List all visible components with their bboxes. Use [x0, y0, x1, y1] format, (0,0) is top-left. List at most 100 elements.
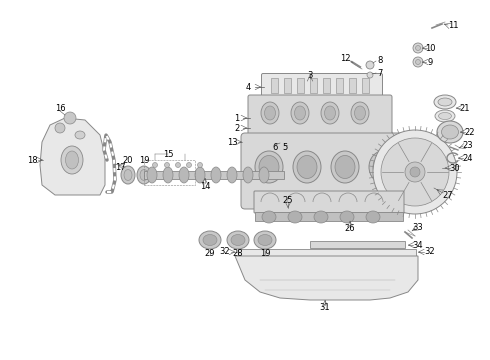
Text: 10: 10 — [425, 44, 435, 53]
Circle shape — [413, 57, 423, 67]
Text: 15: 15 — [163, 149, 173, 158]
Polygon shape — [40, 118, 105, 195]
FancyBboxPatch shape — [262, 73, 383, 98]
Ellipse shape — [203, 234, 217, 246]
Circle shape — [416, 59, 420, 64]
Text: 7: 7 — [377, 68, 383, 77]
Ellipse shape — [231, 234, 245, 246]
Text: 13: 13 — [227, 138, 237, 147]
Ellipse shape — [351, 102, 369, 124]
Ellipse shape — [314, 211, 328, 223]
Text: 2: 2 — [234, 123, 240, 132]
Bar — [271, 78, 278, 93]
Bar — [310, 78, 317, 93]
Ellipse shape — [259, 156, 279, 179]
Ellipse shape — [179, 167, 189, 183]
Ellipse shape — [437, 121, 463, 143]
Text: 1: 1 — [234, 113, 240, 122]
Circle shape — [152, 162, 157, 167]
Ellipse shape — [61, 146, 83, 174]
Ellipse shape — [366, 211, 380, 223]
Ellipse shape — [441, 125, 459, 139]
Text: 9: 9 — [427, 58, 433, 67]
Ellipse shape — [291, 102, 309, 124]
Polygon shape — [235, 256, 418, 300]
Ellipse shape — [258, 234, 272, 246]
Ellipse shape — [297, 156, 317, 179]
Text: 20: 20 — [123, 156, 133, 165]
Text: 34: 34 — [413, 240, 423, 249]
FancyBboxPatch shape — [248, 95, 392, 137]
Text: 31: 31 — [319, 303, 330, 312]
Circle shape — [292, 139, 298, 145]
Text: 19: 19 — [260, 249, 270, 258]
Bar — [144, 160, 195, 185]
Circle shape — [187, 162, 192, 167]
Text: 21: 21 — [460, 104, 470, 112]
Bar — [336, 78, 343, 93]
Ellipse shape — [255, 151, 283, 183]
Ellipse shape — [294, 106, 305, 120]
Circle shape — [197, 162, 202, 167]
Circle shape — [410, 167, 420, 177]
Ellipse shape — [163, 167, 173, 183]
Text: 17: 17 — [115, 162, 125, 171]
Ellipse shape — [438, 98, 452, 106]
Text: 6: 6 — [272, 143, 278, 152]
Circle shape — [367, 72, 373, 78]
Text: 18: 18 — [26, 156, 37, 165]
Circle shape — [366, 61, 374, 69]
Text: 32: 32 — [425, 248, 435, 256]
Bar — [349, 78, 356, 93]
Circle shape — [242, 139, 248, 145]
Ellipse shape — [140, 170, 148, 180]
Ellipse shape — [434, 95, 456, 109]
Circle shape — [165, 162, 170, 167]
Ellipse shape — [261, 102, 279, 124]
Text: 30: 30 — [450, 163, 460, 172]
Text: 24: 24 — [463, 153, 473, 162]
Bar — [238, 249, 416, 256]
Bar — [310, 241, 405, 248]
Circle shape — [413, 43, 423, 53]
Bar — [323, 78, 330, 93]
FancyBboxPatch shape — [241, 133, 417, 209]
Text: 33: 33 — [413, 222, 423, 231]
Ellipse shape — [243, 167, 253, 183]
Ellipse shape — [288, 211, 302, 223]
Ellipse shape — [354, 106, 366, 120]
Circle shape — [416, 45, 420, 50]
Text: 25: 25 — [283, 195, 293, 204]
Ellipse shape — [227, 167, 237, 183]
Text: 4: 4 — [245, 82, 250, 91]
Ellipse shape — [121, 166, 135, 184]
Ellipse shape — [262, 211, 276, 223]
Ellipse shape — [195, 167, 205, 183]
Text: 14: 14 — [200, 181, 210, 190]
Ellipse shape — [265, 106, 275, 120]
Ellipse shape — [331, 151, 359, 183]
Text: 27: 27 — [442, 190, 453, 199]
Bar — [284, 78, 291, 93]
Text: 32: 32 — [220, 248, 230, 256]
Bar — [362, 78, 369, 93]
Ellipse shape — [439, 112, 451, 120]
Ellipse shape — [293, 151, 321, 183]
Ellipse shape — [199, 231, 221, 249]
Ellipse shape — [75, 131, 85, 139]
Ellipse shape — [259, 167, 269, 183]
Text: 5: 5 — [282, 143, 288, 152]
Text: 23: 23 — [463, 140, 473, 149]
Ellipse shape — [124, 170, 132, 180]
Ellipse shape — [435, 110, 455, 122]
Bar — [144, 171, 284, 179]
Circle shape — [381, 138, 449, 206]
Bar — [255, 212, 403, 221]
Ellipse shape — [321, 102, 339, 124]
Text: 19: 19 — [139, 156, 149, 165]
Ellipse shape — [227, 231, 249, 249]
Ellipse shape — [324, 106, 336, 120]
Ellipse shape — [335, 156, 355, 179]
Text: 29: 29 — [205, 249, 215, 258]
Bar — [297, 78, 304, 93]
